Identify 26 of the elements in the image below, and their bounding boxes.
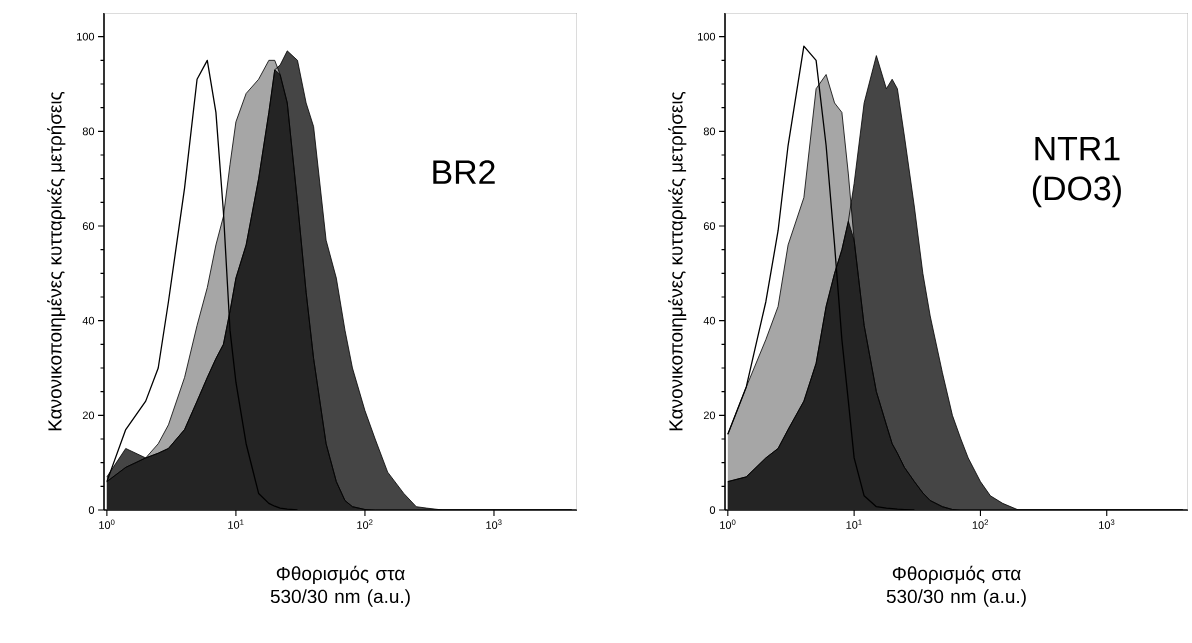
y-tick-label: 60: [82, 222, 95, 230]
annotation: BR2: [433, 160, 495, 184]
x-axis-title: Φθορισμός στα 530/30 nm (a.u.): [270, 565, 410, 607]
y-axis-title: Κανονικοποιημένες κυτταρικές μετρήσεις: [47, 91, 66, 431]
y-tick-label: 80: [82, 127, 95, 136]
y-tick-label: 40: [82, 316, 95, 325]
y-tick-label: 80: [703, 127, 716, 136]
y-tick-label: 20: [703, 411, 716, 420]
x-tick-label: 10$^{3}$: [486, 519, 502, 529]
y-tick-label: 60: [703, 222, 716, 230]
x-tick-label: 10$^{2}$: [972, 519, 989, 529]
y-tick-label: 0: [709, 506, 716, 514]
annotation: NTR1 (DO3): [1032, 136, 1121, 208]
x-tick-label: 10$^{3}$: [1099, 519, 1115, 529]
y-tick-label: 40: [703, 316, 716, 325]
y-axis-title: Κανονικοποιημένες κυτταρικές μετρήσεις: [668, 91, 687, 431]
x-tick-label: 10$^{0}$: [720, 519, 736, 529]
x-tick-label: 10$^{1}$: [228, 519, 244, 529]
y-tick-label: 0: [88, 506, 95, 514]
x-tick-label: 10$^{0}$: [99, 519, 115, 529]
y-tick-label: 100: [698, 32, 716, 41]
y-tick-label: 20: [82, 411, 95, 420]
x-tick-label: 10$^{1}$: [846, 519, 862, 529]
x-tick-label: 10$^{2}$: [357, 519, 373, 529]
x-axis-title: Φθορισμός στα 530/30 nm (a.u.): [886, 565, 1026, 607]
y-tick-label: 100: [77, 32, 95, 41]
